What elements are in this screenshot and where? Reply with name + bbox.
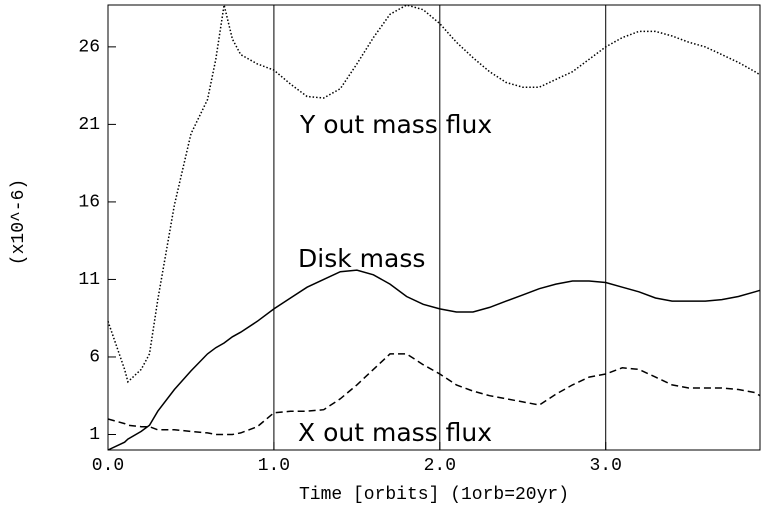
series-label: Disk mass — [298, 244, 425, 273]
series-line — [107, 269, 761, 451]
x-tick-label: 2.0 — [424, 456, 456, 476]
y-tick-label: 26 — [78, 38, 100, 58]
y-tick-label: 1 — [89, 425, 100, 445]
series-line — [107, 4, 761, 384]
y-axis-label: (x10^-6) — [9, 179, 29, 265]
y-tick-label: 21 — [78, 115, 100, 135]
x-tick-label: 1.0 — [258, 456, 290, 476]
series-label: Y out mass flux — [299, 110, 492, 139]
series-label: X out mass flux — [298, 418, 492, 447]
y-tick-label: 6 — [89, 348, 100, 368]
x-tick-label: 0.0 — [92, 456, 124, 476]
y-tick-label: 16 — [78, 193, 100, 213]
y-tick-label: 11 — [78, 270, 100, 290]
x-axis-label: Time [orbits] (1orb=20yr) — [299, 485, 569, 505]
plot-frame — [107, 4, 761, 451]
series-line — [107, 353, 761, 436]
x-tick-label: 3.0 — [590, 456, 622, 476]
